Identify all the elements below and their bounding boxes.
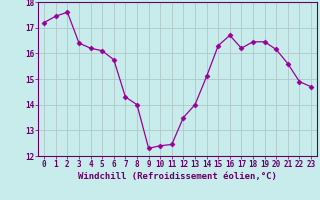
X-axis label: Windchill (Refroidissement éolien,°C): Windchill (Refroidissement éolien,°C) — [78, 172, 277, 181]
